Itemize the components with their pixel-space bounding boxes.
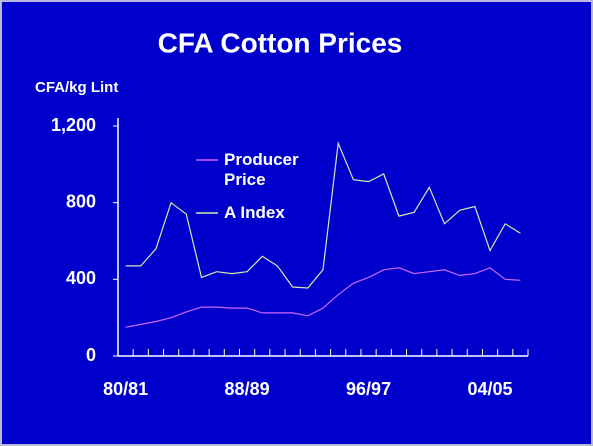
legend-label: A Index <box>224 203 285 222</box>
y-tick-label: 0 <box>86 345 96 365</box>
x-tick-label: 80/81 <box>103 379 148 399</box>
x-tick-label: 04/05 <box>468 379 513 399</box>
series-line <box>125 267 521 328</box>
chart-title: CFA Cotton Prices <box>158 27 403 58</box>
x-tick-label: 88/89 <box>225 379 270 399</box>
series-line <box>125 140 521 289</box>
y-tick-label: 400 <box>66 268 96 288</box>
y-tick-label: 800 <box>66 191 96 211</box>
x-tick-label: 96/97 <box>346 379 391 399</box>
y-tick-label: 1,200 <box>51 115 96 135</box>
y-axis-label: CFA/kg Lint <box>35 79 118 96</box>
legend-label: Producer Price <box>224 150 299 189</box>
